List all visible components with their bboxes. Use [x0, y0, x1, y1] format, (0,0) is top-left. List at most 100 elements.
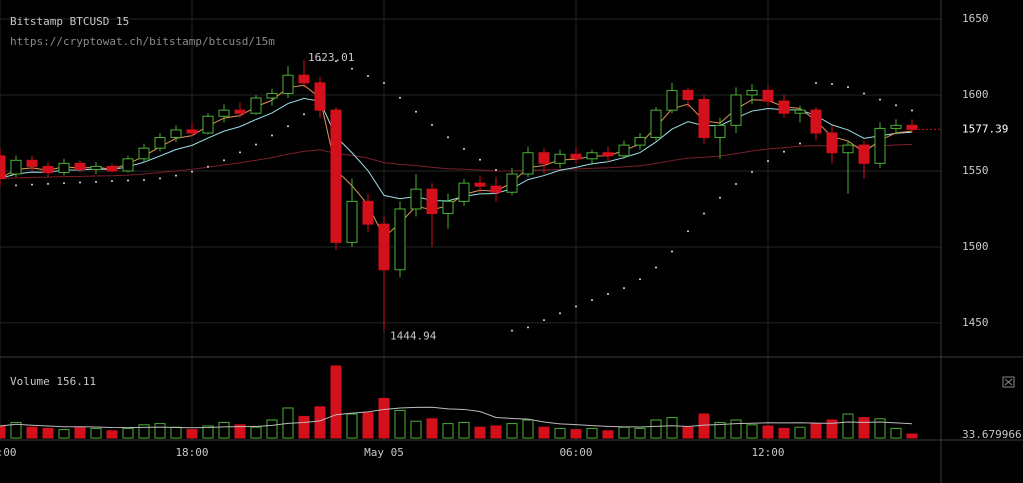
volume-bar — [234, 424, 246, 439]
candle-body — [618, 144, 630, 157]
volume-bar — [890, 427, 902, 439]
candle-body — [122, 158, 134, 172]
sar-dot — [799, 142, 801, 145]
sar-dot — [303, 113, 305, 116]
candle-body — [26, 159, 38, 167]
volume-bar — [650, 419, 662, 439]
candle-body — [746, 89, 758, 96]
sar-dot — [751, 170, 753, 173]
candle-body — [554, 153, 566, 164]
ma-slow — [0, 97, 913, 202]
sar-dot — [143, 178, 145, 181]
sar-dot — [111, 180, 113, 183]
sar-dot — [895, 104, 897, 107]
candle-body — [154, 137, 166, 149]
volume-bar — [314, 406, 326, 439]
volume-bar — [810, 423, 822, 439]
sar-dot — [815, 81, 817, 84]
candle-body — [106, 165, 118, 172]
ma-long — [0, 143, 913, 180]
sar-dot — [383, 81, 385, 84]
candle-body — [810, 109, 822, 134]
candle-body — [634, 137, 646, 146]
sar-dot — [159, 177, 161, 180]
candle-body — [650, 109, 662, 139]
candle-body — [330, 109, 342, 243]
volume-bar — [634, 427, 646, 439]
sar-dot — [319, 59, 321, 62]
volume-bar — [522, 419, 534, 439]
candle-body — [282, 74, 294, 94]
volume-bar — [330, 365, 342, 439]
x-tick-label: 18:00 — [175, 446, 208, 459]
candle-body — [58, 162, 70, 173]
volume-bar — [298, 415, 310, 439]
sar-dot — [911, 109, 913, 112]
volume-ma — [0, 406, 913, 429]
sar-dot — [783, 150, 785, 153]
last-price-label: 1577.39 — [962, 122, 1008, 135]
candle-body — [474, 182, 486, 187]
candle-body — [378, 223, 390, 271]
sar-dot — [191, 170, 193, 173]
candle-body — [10, 159, 22, 175]
volume-bar — [906, 433, 918, 439]
sar-dot — [719, 196, 721, 199]
y-tick-label: 1650 — [962, 12, 989, 25]
sar-dot — [735, 182, 737, 185]
volume-bar — [186, 429, 198, 439]
low-label: 1444.94 — [390, 330, 437, 343]
volume-bar — [506, 423, 518, 439]
candle-body — [890, 124, 902, 129]
sar-dot — [335, 60, 337, 63]
candle-body — [0, 155, 6, 180]
volume-bar — [410, 420, 422, 439]
candle-body — [874, 127, 886, 164]
candle-body — [794, 109, 806, 114]
sar-dot — [671, 250, 673, 253]
volume-bar — [26, 426, 38, 439]
sar-dot — [399, 96, 401, 99]
sar-dot — [47, 182, 49, 185]
last-volume-label: 33.679966 — [962, 428, 1022, 441]
sar-dot — [831, 82, 833, 85]
candle-body — [202, 115, 214, 134]
candle-body — [426, 188, 438, 215]
candle-body — [138, 147, 150, 160]
grid — [0, 0, 941, 440]
sar-dot — [847, 86, 849, 89]
volume-bar — [730, 419, 742, 439]
candle-body — [730, 94, 742, 126]
volume-bar — [74, 426, 86, 439]
volume-bar — [698, 413, 710, 439]
volume-bar — [618, 426, 630, 439]
candle-body — [42, 165, 54, 173]
sar-dot — [767, 160, 769, 163]
sar-dot — [271, 134, 273, 137]
volume-bar — [586, 427, 598, 439]
close-button[interactable] — [1002, 376, 1015, 388]
y-tick-label: 1450 — [962, 316, 989, 329]
volume-bar — [58, 429, 70, 439]
sar-dot — [575, 305, 577, 308]
volume-bar — [10, 421, 22, 439]
candle-body — [826, 132, 838, 154]
sar-dot — [639, 278, 641, 281]
candle-body — [586, 152, 598, 160]
candle-body — [842, 144, 854, 154]
candle-body — [602, 152, 614, 157]
close-icon — [1004, 378, 1013, 386]
candle-body — [506, 173, 518, 193]
y-tick-label: 1550 — [962, 164, 989, 177]
sar-dot — [223, 159, 225, 162]
candle-body — [394, 208, 406, 271]
candle-body — [858, 144, 870, 164]
candle-body — [346, 200, 358, 243]
candle-body — [250, 97, 262, 114]
ma-fast — [0, 84, 913, 239]
candle-body — [570, 153, 582, 160]
sar-dot — [31, 183, 33, 186]
sar-dot — [287, 125, 289, 128]
volume-bar — [746, 424, 758, 439]
